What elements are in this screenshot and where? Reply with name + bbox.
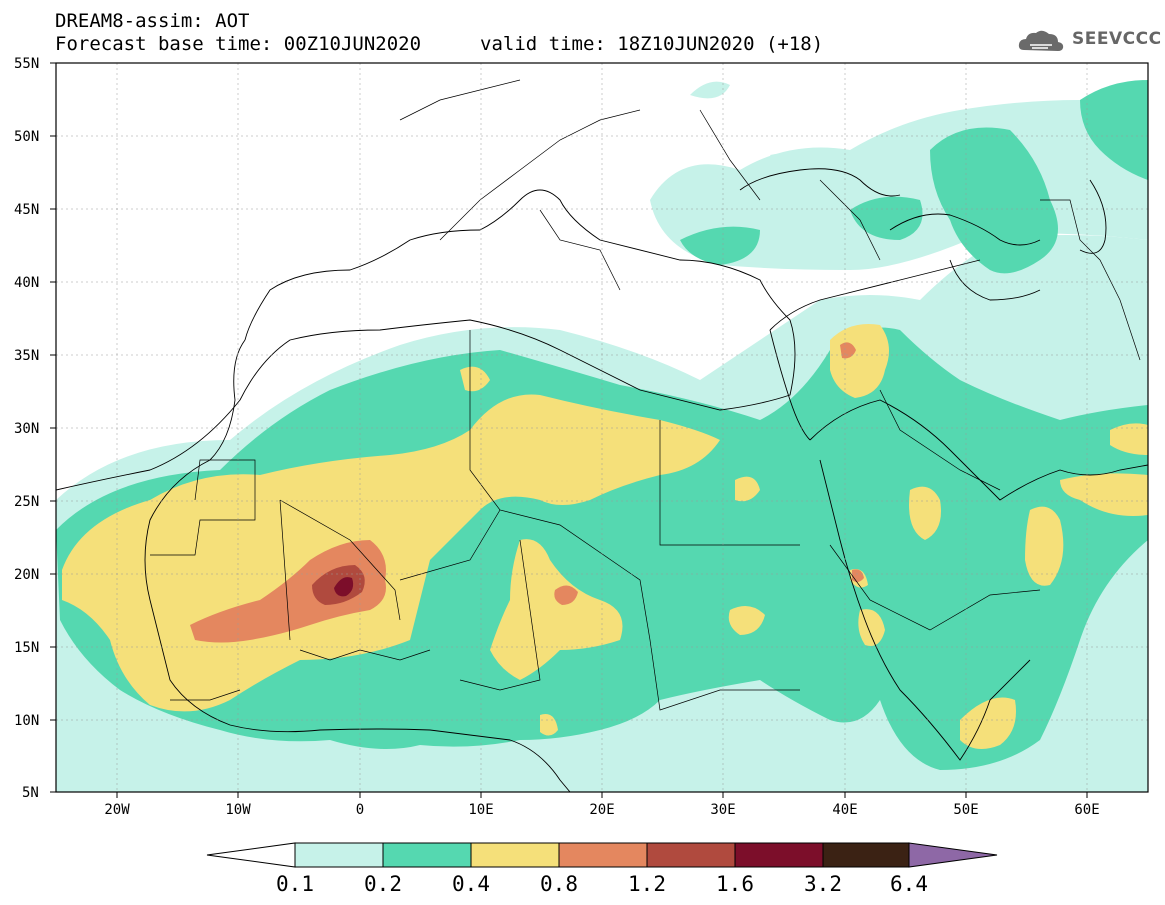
aot-shading <box>56 63 1148 792</box>
lat-label: 10N <box>14 713 39 729</box>
colorbar-high-arrow <box>908 842 998 868</box>
lon-label: 10E <box>468 802 493 818</box>
forecast-base-time: Forecast base time: 00Z10JUN2020 <box>55 33 422 55</box>
lat-label: 55N <box>14 56 39 72</box>
colorbar-label: 0.4 <box>452 872 490 896</box>
lon-label: 40E <box>832 802 857 818</box>
colorbar-swatch <box>558 842 648 868</box>
lon-label: 20E <box>589 802 614 818</box>
lon-labels: 20W 10W 0 10E 20E 30E 40E 50E 60E <box>104 802 1099 818</box>
lon-label: 20W <box>104 802 130 818</box>
lat-label: 30N <box>14 421 39 437</box>
colorbar-swatch <box>822 842 910 868</box>
valid-time: valid time: 18Z10JUN2020 (+18) <box>480 33 824 55</box>
colorbar-label: 0.2 <box>364 872 402 896</box>
country-borders <box>150 79 1141 711</box>
lat-label: 25N <box>14 494 39 510</box>
logo-text: SEEVCCC <box>1072 29 1162 49</box>
aot-level-0.8 <box>190 342 864 643</box>
colorbar-label: 1.2 <box>628 872 666 896</box>
lat-label: 20N <box>14 567 39 583</box>
lon-label: 60E <box>1074 802 1099 818</box>
lat-label: 45N <box>14 202 39 218</box>
colorbar-swatch <box>294 842 384 868</box>
colorbar <box>206 842 998 868</box>
lon-label: 30E <box>710 802 735 818</box>
colorbar-swatch <box>470 842 560 868</box>
graticule <box>56 63 1148 792</box>
lat-label: 35N <box>14 348 39 364</box>
lat-label: 15N <box>14 640 39 656</box>
colorbar-swatch <box>646 842 736 868</box>
colorbar-label: 6.4 <box>890 872 928 896</box>
colorbar-label: 3.2 <box>804 872 842 896</box>
lat-label: 40N <box>14 275 39 291</box>
lat-label: 5N <box>22 785 39 801</box>
colorbar-label: 0.1 <box>276 872 314 896</box>
coastlines <box>56 168 1148 792</box>
aot-level-1.6 <box>334 577 354 597</box>
colorbar-swatch <box>734 842 824 868</box>
cloud-logo-icon <box>1018 30 1064 51</box>
map-title: DREAM8-assim: AOT <box>55 10 250 32</box>
lat-label: 50N <box>14 129 39 145</box>
colorbar-label: 0.8 <box>540 872 578 896</box>
colorbar-swatch <box>382 842 472 868</box>
ticks <box>50 62 1088 798</box>
lon-label: 0 <box>356 802 364 818</box>
lon-label: 10W <box>225 802 251 818</box>
colorbar-label: 1.6 <box>716 872 754 896</box>
lon-label: 50E <box>953 802 978 818</box>
colorbar-low-arrow <box>206 842 296 868</box>
lat-labels: 55N 50N 45N 40N 35N 30N 25N 20N 15N 10N … <box>14 56 39 801</box>
